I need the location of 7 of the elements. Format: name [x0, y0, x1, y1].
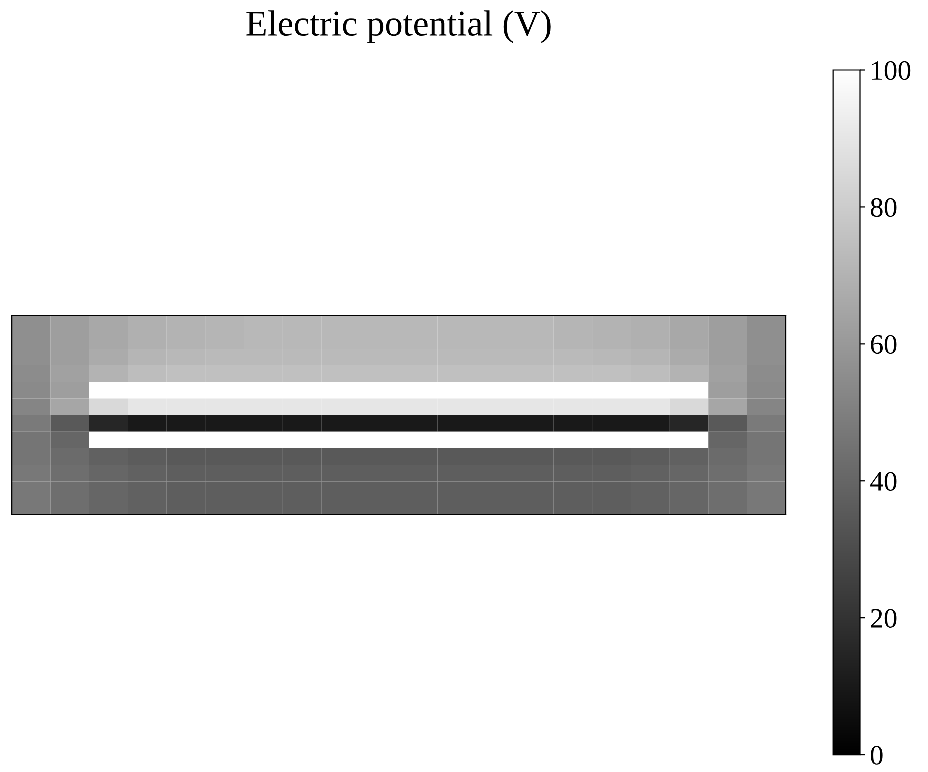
color-bar-label: 0 [871, 746, 883, 765]
color-bar-label: 60 [871, 335, 897, 354]
color-bar-label: 100 [872, 61, 911, 80]
color-bar-label: 40 [870, 472, 897, 492]
color-bar-label: 80 [871, 198, 897, 218]
color-bar-label: 20 [871, 609, 897, 628]
chart-title: Electric potential (V) [246, 10, 551, 44]
